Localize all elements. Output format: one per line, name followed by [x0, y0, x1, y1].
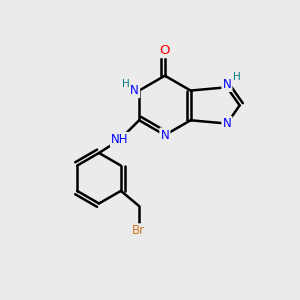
Text: N: N	[130, 84, 139, 97]
Text: O: O	[160, 44, 170, 57]
Text: H: H	[122, 79, 130, 89]
Text: N: N	[160, 129, 169, 142]
Text: N: N	[223, 78, 231, 91]
Text: NH: NH	[111, 133, 129, 146]
Text: Br: Br	[132, 224, 145, 238]
Text: N: N	[223, 117, 231, 130]
Text: H: H	[233, 72, 241, 82]
